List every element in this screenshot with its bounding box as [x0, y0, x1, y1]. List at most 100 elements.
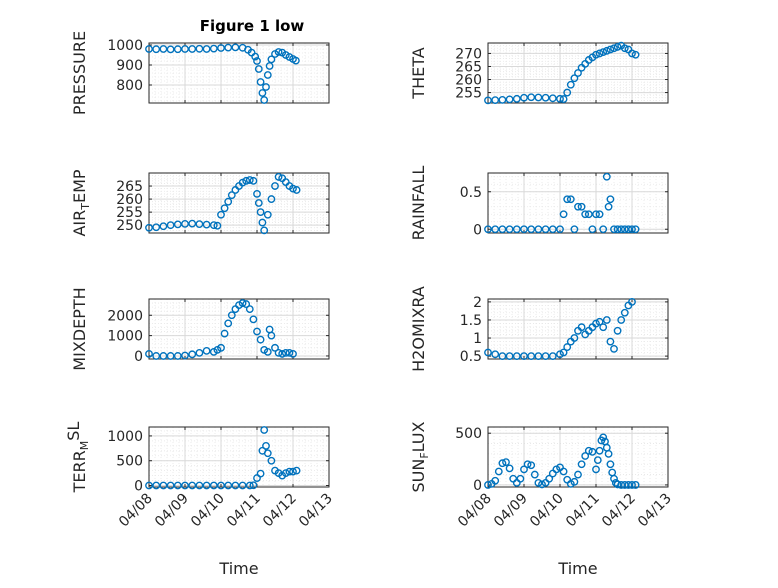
- data-point: [260, 226, 269, 235]
- data-point: [548, 225, 557, 234]
- data-point: [188, 219, 197, 228]
- data-point: [631, 225, 640, 234]
- data-point: [588, 225, 597, 234]
- data-point: [281, 348, 290, 357]
- data-point: [491, 96, 500, 105]
- y-tick-label: 0: [134, 349, 143, 365]
- data-point: [152, 481, 161, 490]
- data-point: [530, 470, 539, 479]
- axes-box: [148, 172, 330, 234]
- data-point: [512, 94, 521, 103]
- data-point: [145, 350, 153, 358]
- data-point: [262, 83, 270, 91]
- series: [145, 299, 297, 360]
- data-point: [584, 210, 593, 219]
- data-point: [159, 352, 168, 360]
- y-tick-label: 800: [116, 78, 143, 94]
- data-point: [604, 449, 613, 458]
- axes-box: [487, 42, 669, 104]
- y-tick-label: 1000: [107, 429, 143, 445]
- data-point: [224, 43, 233, 52]
- subplot-pressure: 800 900 1000 PRESSURE: [70, 31, 330, 115]
- axes-box: [487, 172, 669, 234]
- data-point: [606, 45, 615, 54]
- data-point: [577, 460, 586, 469]
- data-point: [592, 50, 600, 59]
- data-point: [249, 481, 258, 490]
- data-point: [570, 477, 579, 486]
- data-point: [202, 346, 211, 355]
- data-point: [152, 223, 161, 232]
- data-point: [289, 467, 297, 476]
- data-point: [267, 331, 276, 340]
- y-axis-label: H2OMIXRA: [409, 286, 428, 372]
- data-point: [556, 94, 564, 103]
- data-point: [166, 221, 175, 230]
- data-point: [505, 225, 514, 234]
- data-point: [202, 45, 211, 53]
- data-point: [498, 95, 507, 104]
- data-point: [209, 481, 218, 490]
- data-point: [570, 74, 579, 83]
- y-tick-label: 270: [455, 46, 482, 62]
- data-point: [574, 470, 582, 479]
- data-point: [593, 456, 602, 465]
- data-point: [245, 176, 254, 184]
- data-point: [227, 311, 236, 320]
- data-point: [599, 48, 608, 57]
- data-point: [574, 69, 582, 77]
- data-point: [512, 225, 521, 234]
- data-point: [224, 481, 233, 490]
- data-point: [631, 481, 640, 489]
- data-point: [548, 352, 557, 361]
- data-point: [238, 481, 247, 490]
- y-tick-label: 500: [455, 426, 482, 442]
- data-point: [491, 476, 500, 485]
- data-point: [541, 225, 550, 234]
- data-point: [545, 474, 554, 483]
- data-point: [592, 465, 600, 474]
- data-point: [260, 426, 269, 434]
- data-point: [563, 343, 572, 351]
- y-tick-label: 1000: [107, 329, 143, 345]
- data-point: [173, 352, 182, 360]
- subplot-mixdepth: 0 1000 2000 MIXDEPTH: [70, 287, 330, 371]
- data-point: [220, 204, 229, 213]
- data-point: [484, 225, 492, 234]
- data-point: [631, 50, 640, 59]
- data-point: [577, 323, 586, 332]
- data-point: [227, 191, 236, 200]
- data-point: [224, 319, 233, 328]
- data-point: [267, 456, 276, 465]
- data-point: [559, 467, 568, 476]
- data-point: [604, 202, 613, 211]
- data-point: [181, 45, 189, 53]
- y-tick-label: 1: [473, 331, 482, 347]
- data-point: [620, 225, 629, 234]
- data-point: [617, 316, 626, 324]
- data-point: [505, 352, 514, 361]
- data-point: [256, 469, 265, 478]
- data-point: [220, 329, 229, 338]
- data-point: [516, 474, 525, 483]
- data-point: [610, 474, 618, 483]
- data-point: [520, 225, 528, 234]
- data-point: [505, 95, 514, 104]
- data-point: [523, 460, 532, 469]
- data-point: [617, 225, 626, 234]
- data-point: [628, 49, 636, 58]
- data-point: [606, 460, 615, 469]
- data-point: [173, 45, 182, 54]
- data-point: [527, 93, 536, 102]
- y-tick-label: 500: [116, 454, 143, 470]
- data-point: [188, 350, 197, 359]
- y-tick-label: 255: [116, 205, 143, 221]
- y-axis-label: PRESSURE: [70, 31, 89, 115]
- data-point: [505, 464, 514, 473]
- data-point: [606, 337, 615, 346]
- data-point: [145, 223, 153, 232]
- data-point: [291, 56, 300, 65]
- data-point: [628, 225, 636, 234]
